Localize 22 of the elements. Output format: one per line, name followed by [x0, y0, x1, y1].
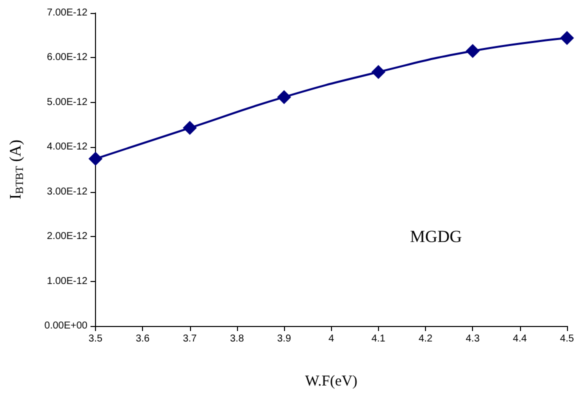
- y-tick-label: 2.00E-12: [46, 231, 88, 242]
- x-tick-label: 4.1: [371, 334, 386, 344]
- y-tick-label: 1.00E-12: [46, 276, 88, 287]
- x-tick-label: 3.8: [230, 334, 244, 344]
- x-tick-label: 3.6: [136, 334, 150, 344]
- y-tick-label: 0.00E+00: [44, 320, 88, 332]
- x-tick-label: 4.2: [418, 334, 433, 344]
- y-tick-label: 4.00E-12: [46, 142, 88, 153]
- x-tick-label: 4.4: [512, 334, 528, 344]
- x-axis-title: W.F(eV): [305, 374, 358, 390]
- x-tick-label: 4.3: [466, 334, 480, 344]
- x-tick-label: 3.5: [88, 334, 103, 344]
- x-tick-label: 4.5: [560, 334, 574, 344]
- y-tick-label: 5.00E-12: [46, 96, 88, 108]
- y-tick-label: 6.00E-12: [46, 52, 88, 64]
- y-tick-label: 3.00E-12: [46, 186, 88, 198]
- x-tick-label: 4: [328, 334, 334, 344]
- annotation: MGDG: [410, 227, 462, 246]
- y-axis-title: IBTBT (A): [8, 140, 26, 200]
- y-tick-label: 7.00E-12: [46, 8, 88, 18]
- x-tick-label: 3.7: [182, 334, 198, 344]
- x-tick-label: 3.9: [277, 334, 292, 344]
